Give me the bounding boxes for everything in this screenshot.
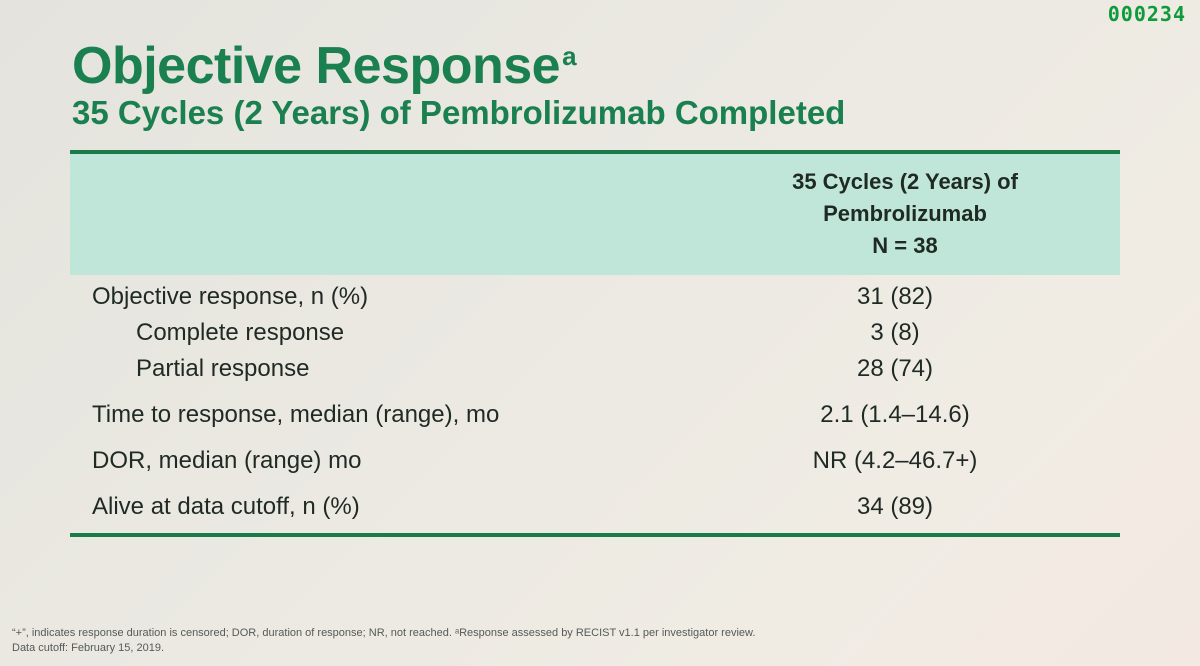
title-superscript: a bbox=[562, 41, 577, 71]
table-body: Objective response, n (%) 31 (82) Comple… bbox=[70, 275, 1120, 525]
table-row: DOR, median (range) mo NR (4.2–46.7+) bbox=[70, 443, 1120, 479]
column-header: 35 Cycles (2 Years) of Pembrolizumab N =… bbox=[725, 166, 1085, 262]
column-header-line-3: N = 38 bbox=[872, 233, 938, 258]
footnote-line-1: “+”, indicates response duration is cens… bbox=[12, 627, 756, 639]
footnote: “+”, indicates response duration is cens… bbox=[12, 626, 755, 656]
table-row: Alive at data cutoff, n (%) 34 (89) bbox=[70, 489, 1120, 525]
table-row: Objective response, n (%) 31 (82) bbox=[70, 279, 1120, 315]
slide-title-text: Objective Response bbox=[72, 37, 561, 95]
response-table: 35 Cycles (2 Years) of Pembrolizumab N =… bbox=[70, 150, 1120, 537]
slide-subtitle: 35 Cycles (2 Years) of Pembrolizumab Com… bbox=[72, 94, 846, 131]
row-value: 34 (89) bbox=[856, 493, 934, 520]
table-bottom-rule bbox=[70, 533, 1120, 537]
slide-number: 000234 bbox=[1107, 2, 1186, 26]
row-value: 31 (82) bbox=[856, 283, 934, 310]
row-label: Complete response bbox=[136, 319, 345, 346]
row-label: Alive at data cutoff, n (%) bbox=[92, 493, 360, 520]
footnote-line-2: Data cutoff: February 15, 2019. bbox=[12, 642, 165, 654]
column-header-line-2: Pembrolizumab bbox=[823, 201, 987, 226]
table-top-rule bbox=[70, 150, 1120, 154]
row-value: 3 (8) bbox=[870, 319, 920, 346]
column-header-line-1: 35 Cycles (2 Years) of bbox=[792, 169, 1018, 194]
table-row: Partial response 28 (74) bbox=[70, 351, 1120, 387]
row-value: 2.1 (1.4–14.6) bbox=[820, 401, 970, 428]
row-label: Objective response, n (%) bbox=[92, 283, 369, 310]
table-header: 35 Cycles (2 Years) of Pembrolizumab N =… bbox=[70, 154, 1120, 275]
row-label: Partial response bbox=[136, 355, 310, 382]
row-label: DOR, median (range) mo bbox=[92, 447, 362, 474]
row-value: NR (4.2–46.7+) bbox=[812, 447, 978, 474]
slide-title: Objective Responsea bbox=[72, 36, 577, 96]
table-row: Time to response, median (range), mo 2.1… bbox=[70, 397, 1120, 433]
table-row: Complete response 3 (8) bbox=[70, 315, 1120, 351]
row-label: Time to response, median (range), mo bbox=[92, 401, 500, 428]
row-value: 28 (74) bbox=[856, 355, 934, 382]
